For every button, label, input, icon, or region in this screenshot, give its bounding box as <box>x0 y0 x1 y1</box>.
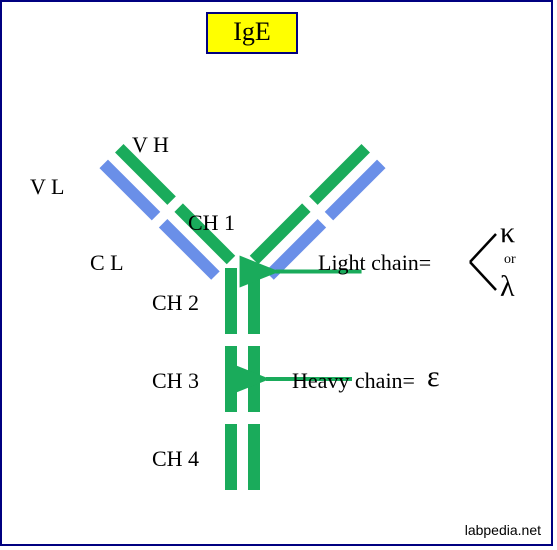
label-kappa: κ <box>500 216 515 250</box>
label-epsilon: ε <box>427 360 440 394</box>
antibody-svg <box>2 2 555 548</box>
label-or: or <box>504 252 516 268</box>
label-cl: C L <box>90 250 124 276</box>
diagram-frame: IgE V L V H C L CH 1 CH 2 CH 3 CH 4 Ligh… <box>0 0 553 546</box>
label-heavy-chain: Heavy chain= <box>292 368 415 394</box>
label-vh: V H <box>132 132 169 158</box>
label-vl: V L <box>30 174 64 200</box>
label-ch1: CH 1 <box>188 210 235 236</box>
label-ch4: CH 4 <box>152 446 199 472</box>
label-lambda: λ <box>500 270 515 304</box>
label-ch2: CH 2 <box>152 290 199 316</box>
attribution: labpedia.net <box>465 522 541 538</box>
label-light-chain: Light chain= <box>318 250 431 276</box>
label-ch3: CH 3 <box>152 368 199 394</box>
